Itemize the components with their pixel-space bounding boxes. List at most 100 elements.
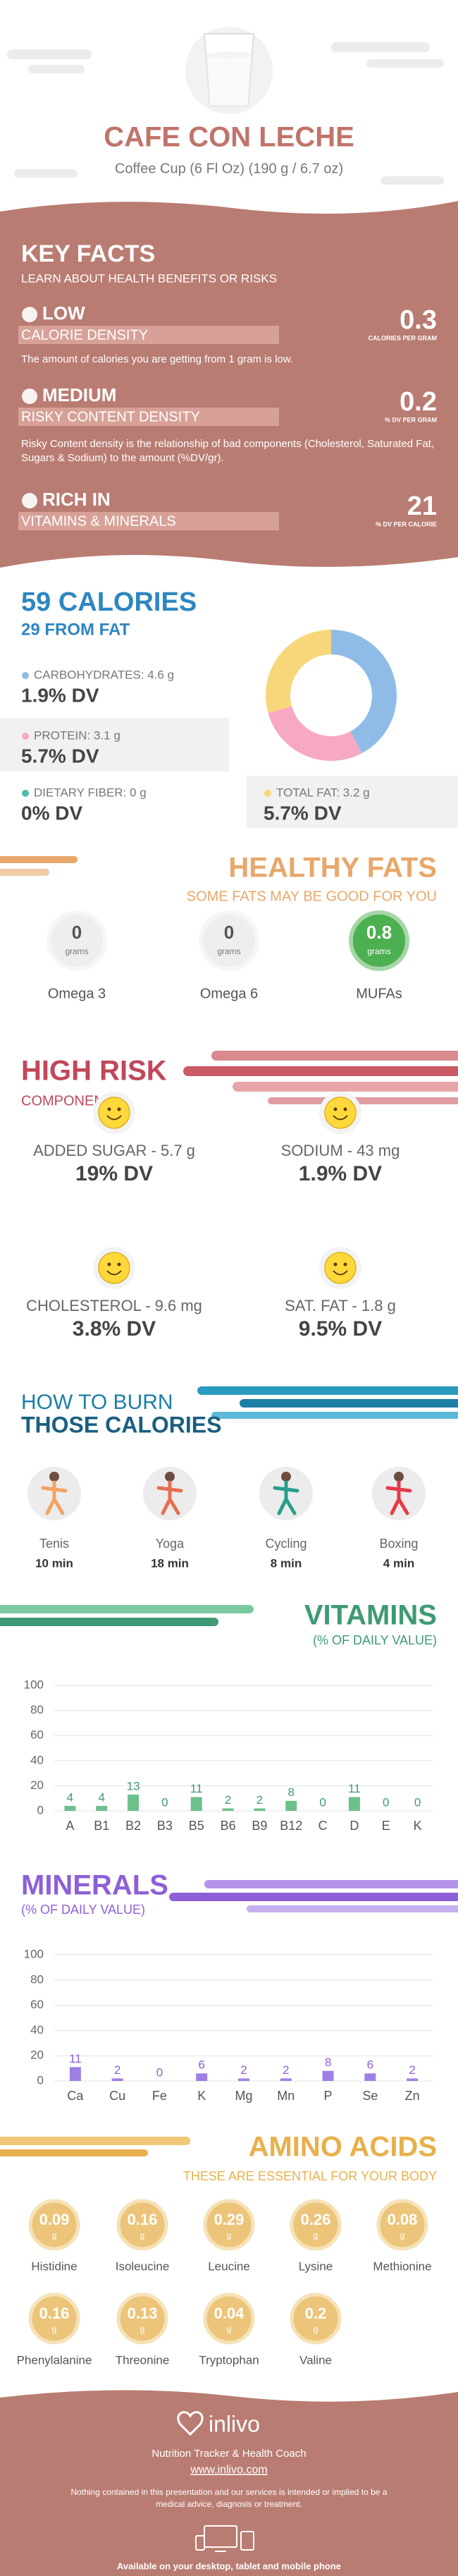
amino-unit: g bbox=[314, 2324, 318, 2334]
milk-glass-icon bbox=[185, 27, 273, 114]
risk-dv: 1.9% DV bbox=[299, 1162, 382, 1185]
risk-name: CHOLESTEROL - 9.6 mg bbox=[26, 1297, 202, 1314]
fat-name: Omega 3 bbox=[48, 986, 106, 1001]
amino-unit: g bbox=[52, 2230, 57, 2240]
smiley-eye bbox=[333, 1262, 338, 1266]
amino-value: 0.04 bbox=[214, 2305, 245, 2322]
x-tick-label: Zn bbox=[405, 2089, 420, 2103]
risk-name: SAT. FAT - 1.8 g bbox=[285, 1297, 396, 1314]
x-tick-label: E bbox=[382, 1819, 390, 1833]
fact-unit: CALORIES PER GRAM bbox=[368, 334, 437, 341]
amino-name: Leucine bbox=[208, 2259, 250, 2273]
x-tick-label: B9 bbox=[252, 1819, 267, 1833]
activity-time: 4 min bbox=[383, 1556, 414, 1570]
section-title: HEALTHY FATS bbox=[228, 853, 437, 884]
activity-body bbox=[385, 1480, 412, 1515]
bar-label: 2 bbox=[409, 2063, 415, 2077]
smiley bbox=[324, 1252, 357, 1284]
bar-label: 8 bbox=[325, 2056, 331, 2069]
bar-label: 2 bbox=[256, 1793, 263, 1807]
section-title: VITAMINS bbox=[304, 1600, 437, 1631]
risk-name: ADDED SUGAR - 5.7 g bbox=[33, 1142, 195, 1159]
amino-circle bbox=[290, 2293, 342, 2345]
donut-segment bbox=[265, 630, 331, 714]
bar bbox=[254, 1808, 266, 1811]
bar-label: 0 bbox=[156, 2065, 163, 2079]
risk-dv: 19% DV bbox=[75, 1162, 153, 1185]
smiley-eye bbox=[333, 1107, 338, 1111]
fact-unit: % DV PER CALORIE bbox=[376, 520, 437, 527]
bar bbox=[280, 2078, 292, 2081]
amino-unit: g bbox=[140, 2324, 145, 2334]
smiley-eye bbox=[343, 1107, 347, 1111]
legend-label: CARBOHYDRATES: 4.6 g bbox=[34, 668, 174, 681]
fact-value: 21 bbox=[407, 492, 437, 521]
amino-name: Threonine bbox=[116, 2353, 170, 2367]
activity-head bbox=[165, 1472, 175, 1482]
bar-label: 0 bbox=[319, 1795, 326, 1809]
section-subtitle: LEARN ABOUT HEALTH BENEFITS OR RISKS bbox=[21, 271, 277, 285]
activity-head bbox=[281, 1472, 291, 1482]
amino-circle bbox=[28, 2293, 80, 2345]
fact-name-bg bbox=[18, 512, 279, 530]
amino-name: Histidine bbox=[31, 2259, 77, 2273]
smiley-eye bbox=[117, 1262, 121, 1266]
fact-description-text: Risky Content density is the relationshi… bbox=[21, 438, 435, 464]
fact-name: VITAMINS & MINERALS bbox=[21, 513, 176, 529]
bar bbox=[238, 2078, 249, 2081]
fact-icon bbox=[22, 307, 37, 322]
fat-circle bbox=[47, 910, 107, 971]
fact-unit: % DV PER GRAM bbox=[385, 416, 437, 423]
legend-label: DIETARY FIBER: 0 g bbox=[34, 786, 147, 799]
bar-label: 6 bbox=[367, 2058, 373, 2072]
bar-label: 2 bbox=[114, 2063, 120, 2077]
footer-bg bbox=[0, 2390, 458, 2576]
x-tick-label: B3 bbox=[157, 1819, 173, 1833]
bar bbox=[348, 1797, 360, 1811]
amino-name: Isoleucine bbox=[116, 2259, 170, 2273]
fact-icon bbox=[22, 389, 37, 404]
url[interactable]: www.inlivo.com bbox=[190, 2464, 267, 2476]
legend-label: TOTAL FAT: 3.2 g bbox=[276, 786, 370, 799]
bar-label: 11 bbox=[69, 2052, 82, 2065]
logo-icon bbox=[177, 2411, 204, 2436]
activity-time: 18 min bbox=[151, 1556, 189, 1570]
decor-bars bbox=[0, 1605, 254, 1626]
fact-name-bg bbox=[18, 408, 279, 426]
bar-label: 4 bbox=[99, 1790, 105, 1804]
donut-segment bbox=[268, 706, 362, 761]
section-subtitle: (% OF DAILY VALUE) bbox=[21, 1903, 145, 1917]
legend-dv: 1.9% DV bbox=[21, 684, 99, 706]
y-tick-label: 40 bbox=[30, 1753, 44, 1766]
row-bg bbox=[0, 718, 229, 771]
risk-dv: 3.8% DV bbox=[73, 1317, 156, 1341]
bar bbox=[364, 2073, 376, 2081]
bar bbox=[190, 1797, 202, 1811]
amino-unit: g bbox=[314, 2230, 318, 2240]
bar-label: 2 bbox=[225, 1793, 231, 1807]
amino-circle bbox=[376, 2199, 428, 2251]
smiley-eye bbox=[107, 1107, 111, 1111]
bar bbox=[407, 2078, 419, 2081]
fact-icon bbox=[22, 493, 37, 508]
decor-bars bbox=[0, 2137, 190, 2156]
x-tick-label: B12 bbox=[280, 1819, 302, 1833]
row-bg bbox=[247, 776, 458, 828]
bar bbox=[111, 2078, 123, 2081]
amino-circle bbox=[116, 2199, 168, 2251]
activity-head bbox=[394, 1472, 404, 1482]
disclaimer: Nothing contained in this presentation a… bbox=[71, 2487, 388, 2509]
brand: inlivo bbox=[209, 2411, 260, 2436]
x-tick-label: Se bbox=[362, 2089, 378, 2103]
bar bbox=[322, 2070, 334, 2081]
amino-unit: g bbox=[52, 2324, 57, 2334]
section-title: MINERALS bbox=[21, 1870, 168, 1901]
bar bbox=[64, 1805, 76, 1811]
amino-unit: g bbox=[140, 2230, 145, 2240]
x-tick-label: B2 bbox=[125, 1819, 141, 1833]
legend-label: PROTEIN: 3.1 g bbox=[34, 728, 120, 742]
activity-name: Boxing bbox=[379, 1537, 418, 1551]
x-tick-label: B6 bbox=[221, 1819, 236, 1833]
fact-description: The amount of calories you are getting f… bbox=[21, 353, 293, 365]
